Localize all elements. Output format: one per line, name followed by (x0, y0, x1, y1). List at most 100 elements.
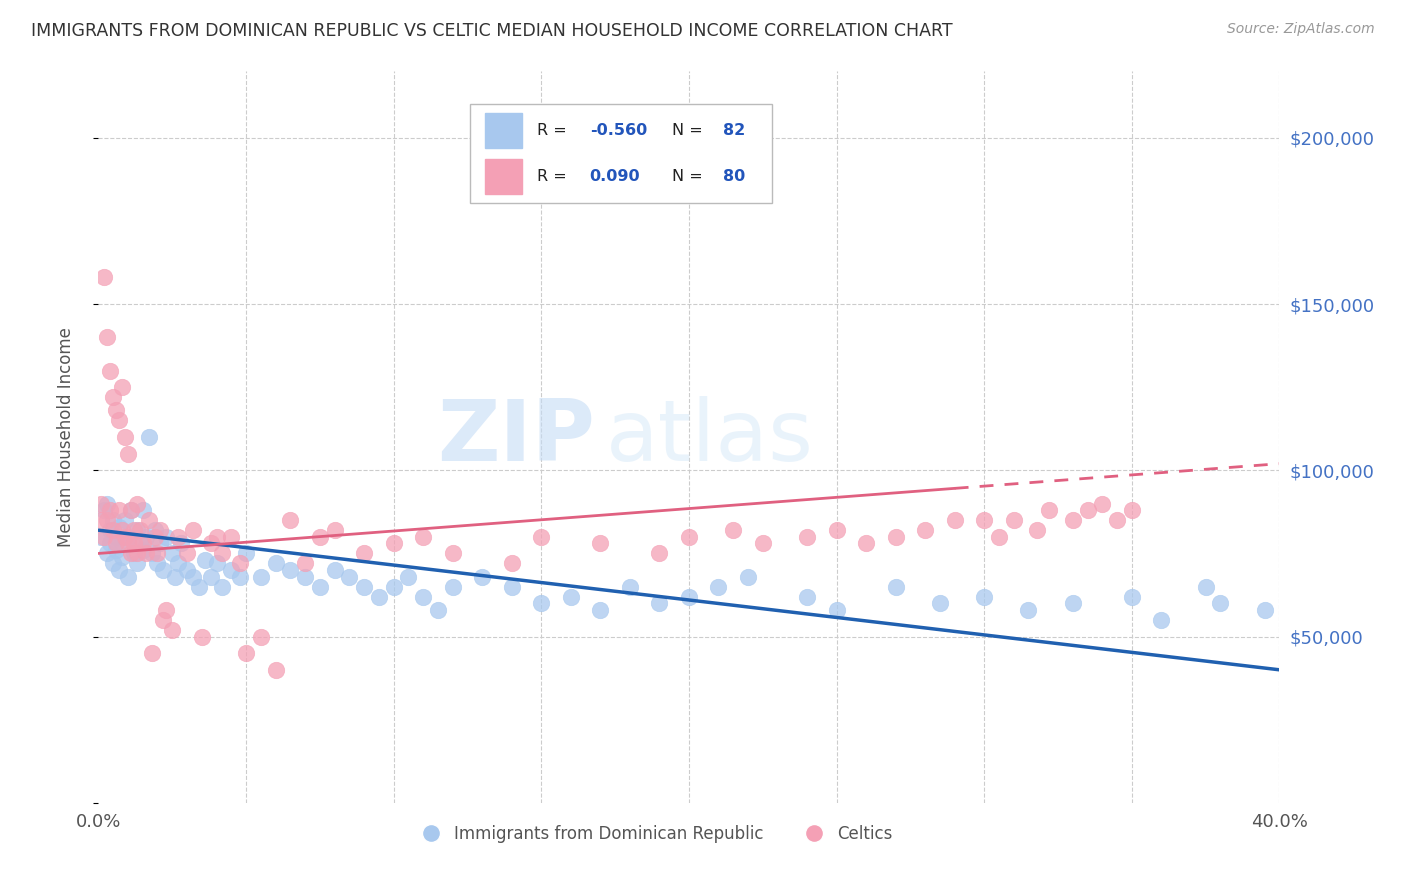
Point (501, 557, 523, 571)
Point (211, 580, 233, 594)
Point (111, 380, 134, 394)
Point (155, 603, 177, 617)
Point (105, 403, 128, 417)
Bar (485, 113, 523, 148)
Point (103, 513, 125, 527)
Point (752, 536, 775, 550)
Point (855, 536, 877, 550)
Point (648, 596, 671, 610)
Text: -0.560: -0.560 (589, 123, 647, 138)
Text: 82: 82 (723, 123, 745, 138)
Point (200, 536, 222, 550)
Point (93, 530, 115, 544)
Point (170, 536, 193, 550)
Point (128, 523, 150, 537)
Point (1026, 523, 1049, 537)
Point (191, 630, 214, 644)
Point (530, 596, 553, 610)
Point (135, 530, 157, 544)
Point (111, 549, 134, 564)
Point (194, 553, 217, 567)
Point (441, 546, 464, 560)
Point (368, 590, 391, 604)
Point (181, 523, 204, 537)
Text: IMMIGRANTS FROM DOMINICAN REPUBLIC VS CELTIC MEDIAN HOUSEHOLD INCOME CORRELATION: IMMIGRANTS FROM DOMINICAN REPUBLIC VS CE… (31, 22, 952, 40)
Point (162, 623, 183, 637)
Legend: Immigrants from Dominican Republic, Celtics: Immigrants from Dominican Republic, Celt… (408, 818, 900, 849)
Point (90, 513, 112, 527)
FancyBboxPatch shape (471, 104, 772, 203)
Point (105, 536, 128, 550)
Point (120, 546, 142, 560)
Point (165, 570, 187, 584)
Point (125, 557, 148, 571)
Point (149, 536, 172, 550)
Point (648, 546, 671, 560)
Point (825, 523, 848, 537)
Point (382, 536, 405, 550)
Point (221, 530, 243, 544)
Point (114, 430, 136, 444)
Point (162, 546, 183, 560)
Y-axis label: Median Household Income: Median Household Income (56, 327, 75, 547)
Point (111, 536, 134, 550)
Text: 80: 80 (723, 169, 745, 184)
Point (103, 523, 125, 537)
Point (678, 590, 700, 604)
Point (884, 530, 907, 544)
Point (221, 563, 243, 577)
Point (825, 603, 848, 617)
Point (138, 513, 160, 527)
Point (1038, 503, 1060, 517)
Point (211, 546, 233, 560)
Point (264, 557, 287, 571)
Point (914, 523, 936, 537)
Point (339, 570, 361, 584)
Point (929, 596, 952, 610)
Point (796, 590, 818, 604)
Point (1091, 497, 1114, 511)
Point (235, 546, 257, 560)
Point (117, 530, 139, 544)
Point (280, 563, 302, 577)
Point (398, 570, 420, 584)
Point (90, 497, 112, 511)
Text: N =: N = (672, 169, 709, 184)
Point (132, 503, 155, 517)
Point (943, 513, 966, 527)
Point (141, 546, 163, 560)
Point (105, 543, 128, 558)
Point (167, 530, 190, 544)
Point (132, 536, 155, 550)
Point (309, 530, 332, 544)
Point (167, 557, 190, 571)
Point (796, 530, 818, 544)
Point (149, 523, 172, 537)
Point (176, 563, 198, 577)
Point (250, 630, 273, 644)
Point (323, 563, 346, 577)
Point (589, 536, 612, 550)
Point (235, 646, 257, 660)
Point (125, 546, 148, 560)
Point (229, 570, 252, 584)
Point (678, 530, 700, 544)
Text: R =: R = (537, 169, 576, 184)
Point (90, 530, 112, 544)
Point (141, 646, 163, 660)
Point (560, 590, 582, 604)
Point (108, 503, 131, 517)
Text: 0.090: 0.090 (589, 169, 640, 184)
Point (96, 546, 118, 560)
Point (973, 590, 995, 604)
Point (229, 557, 252, 571)
Point (98, 536, 121, 550)
Point (103, 557, 125, 571)
Point (187, 580, 209, 594)
Point (108, 413, 131, 427)
Point (155, 530, 177, 544)
Point (1107, 513, 1129, 527)
Point (114, 530, 136, 544)
Point (98, 503, 121, 517)
Point (294, 557, 316, 571)
